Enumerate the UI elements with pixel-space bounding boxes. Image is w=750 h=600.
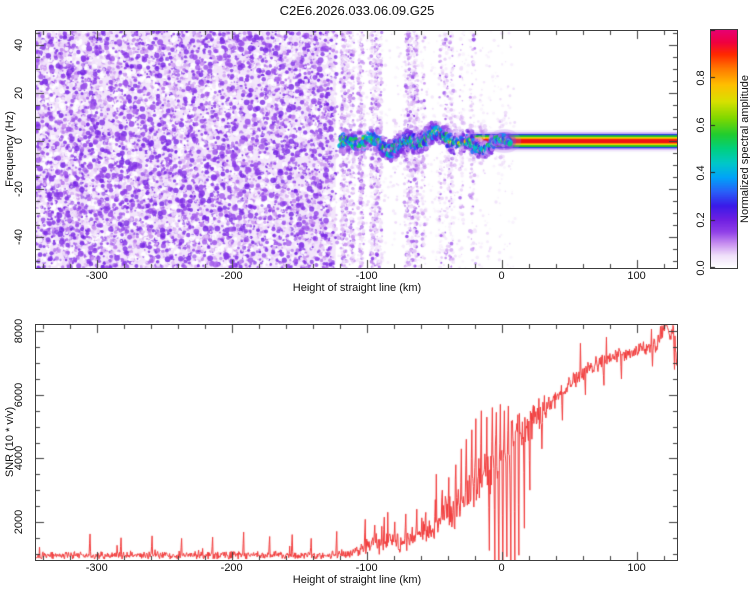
bottom-x-tick-label: -300 [85,562,108,574]
top-x-tick-label: -100 [355,270,378,282]
top-y-tick-label: -20 [13,181,25,197]
bottom-y-tick-label: 4000 [13,446,25,471]
top-yaxis-label: Frequency (Hz) [4,111,16,187]
colorbar-tick-label: 0.4 [695,165,707,181]
top-y-tick-label: -40 [13,228,25,245]
bottom-x-tick-label: 0 [498,562,505,574]
colorbar-tick-label: 0.2 [695,212,707,229]
colorbar [710,29,738,269]
top-x-tick-label: 0 [498,270,505,282]
snr-plot [35,324,678,561]
colorbar-label: Normalized spectral amplitude [739,75,750,223]
bottom-x-tick-label: -200 [220,562,243,574]
bottom-y-tick-label: 2000 [13,509,25,535]
bottom-y-tick-label: 6000 [13,382,25,408]
bottom-x-tick-label: 100 [627,562,646,574]
top-x-tick-label: 100 [627,270,646,282]
colorbar-tick-label: 0.8 [695,69,707,86]
colorbar-tick-label: 0.6 [695,117,707,133]
bottom-y-tick-label: 8000 [13,319,25,344]
spectrogram-plot [35,30,678,269]
top-xaxis-label: Height of straight line (km) [292,282,422,294]
bottom-xaxis-label: Height of straight line (km) [292,574,422,586]
top-x-tick-label: -300 [85,270,108,282]
top-y-tick-label: 40 [13,39,25,52]
figure-title: C2E6.2026.033.06.09.G25 [279,3,435,18]
bottom-x-tick-label: -100 [355,562,378,574]
top-x-tick-label: -200 [220,270,243,282]
colorbar-tick-label: 0.0 [695,260,707,276]
top-y-tick-label: 0 [13,138,25,145]
top-y-tick-label: 20 [13,87,25,100]
